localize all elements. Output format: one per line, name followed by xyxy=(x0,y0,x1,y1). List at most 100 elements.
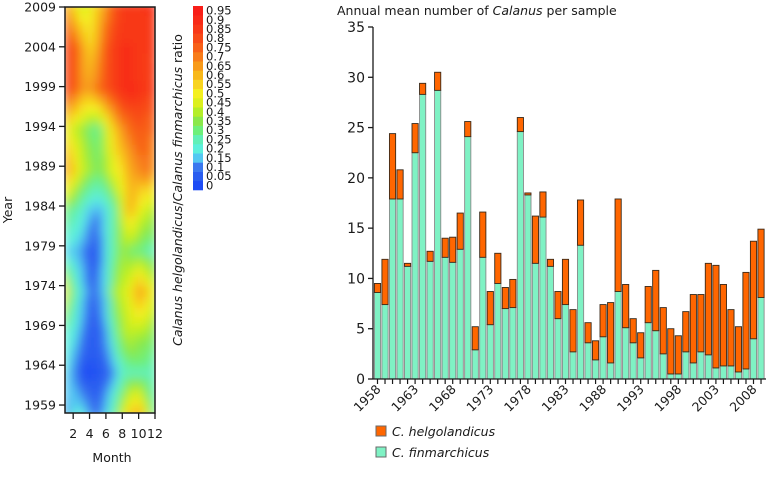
heatmap-cell xyxy=(65,316,67,328)
heatmap-cell xyxy=(127,184,131,196)
heatmap-cell xyxy=(111,123,114,135)
heatmap-cell xyxy=(86,347,90,358)
heatmap-cell xyxy=(117,144,120,155)
heatmap-cell xyxy=(76,397,79,409)
heatmap-cell xyxy=(135,255,139,267)
heatmap-cell xyxy=(135,123,139,135)
heatmap-cell xyxy=(82,72,86,84)
heatmap-cell xyxy=(94,275,98,287)
heatmap-cell xyxy=(147,387,151,399)
heatmap-cell xyxy=(76,113,79,125)
bar-finmarchicus xyxy=(697,351,705,380)
heatmap-cell xyxy=(143,336,147,348)
heatmap-cell xyxy=(135,174,139,186)
heatmap-cell xyxy=(123,93,126,105)
heatmap-cell xyxy=(66,113,69,125)
heatmap-cell xyxy=(86,255,90,267)
heatmap-cell xyxy=(80,184,83,196)
heatmap-cell xyxy=(115,123,118,135)
heatmap-cell xyxy=(139,103,143,115)
heatmap-cell xyxy=(94,22,98,33)
heatmap-cell xyxy=(74,387,77,399)
heatmap-cell xyxy=(115,204,118,216)
heatmap-cell xyxy=(127,154,131,165)
heatmap-cell xyxy=(111,42,114,54)
heatmap-cell xyxy=(135,184,139,196)
heatmap-cell xyxy=(86,174,90,186)
heatmap-cell xyxy=(131,204,135,216)
heatmap-cell xyxy=(106,204,110,216)
bar-finmarchicus xyxy=(501,308,509,380)
heatmap-cell xyxy=(141,225,145,236)
heatmap-cell xyxy=(68,113,71,125)
heatmap-cell xyxy=(113,407,116,413)
heatmap-cell xyxy=(111,357,114,368)
heatmap-cell xyxy=(76,255,79,267)
bar-helgolandicus xyxy=(719,284,727,367)
heatmap-cell xyxy=(115,154,118,165)
heatmap-cell xyxy=(106,336,110,348)
heatmap-cell xyxy=(88,32,92,44)
heatmap-cell xyxy=(135,154,139,165)
heatmap-cell xyxy=(108,326,112,338)
heatmap-cell xyxy=(78,347,81,358)
heatmap-cell xyxy=(151,184,155,196)
heatmap-cell xyxy=(139,22,143,33)
heatmap-cell xyxy=(72,255,75,267)
heatmap-cell xyxy=(88,235,92,247)
heatmap-y-axis: 1959196419691974197919841989199419992004… xyxy=(24,0,65,413)
bar-helgolandicus xyxy=(576,199,585,246)
heatmap-cell xyxy=(149,255,153,267)
heatmap-cell xyxy=(147,7,151,13)
heatmap-cell xyxy=(108,123,112,135)
heatmap-cell xyxy=(137,52,141,64)
heatmap-cell xyxy=(111,387,114,399)
heatmap-cell xyxy=(70,113,73,125)
heatmap-cell xyxy=(72,367,75,379)
heatmap-cell xyxy=(84,265,88,277)
bar-chart-x-tick-label: 1968 xyxy=(426,381,459,414)
heatmap-cell xyxy=(106,103,110,115)
heatmap-cell xyxy=(70,296,73,308)
heatmap-cell xyxy=(149,326,153,338)
colorbar-swatch xyxy=(193,33,203,44)
heatmap-cell xyxy=(133,7,137,13)
heatmap-cell xyxy=(90,22,94,33)
heatmap-cell xyxy=(90,194,94,206)
heatmap-cell xyxy=(139,215,143,226)
heatmap-cell xyxy=(66,52,69,64)
heatmap-cell xyxy=(108,397,112,409)
heatmap-cell xyxy=(88,326,92,338)
bar-finmarchicus xyxy=(712,367,720,380)
heatmap-cell xyxy=(76,296,79,308)
heatmap-cell xyxy=(106,245,110,257)
bar-finmarchicus xyxy=(464,136,472,380)
heatmap-cell xyxy=(113,22,116,33)
heatmap-cell xyxy=(139,7,143,13)
heatmap-cell xyxy=(100,296,104,308)
heatmap-cell xyxy=(123,255,126,267)
heatmap-cell xyxy=(143,62,147,74)
bar-finmarchicus xyxy=(486,324,494,380)
heatmap-cell xyxy=(74,367,77,379)
heatmap-cell xyxy=(66,286,69,297)
heatmap-cell xyxy=(96,52,100,64)
heatmap-cell xyxy=(137,336,141,348)
heatmap-cell xyxy=(88,255,92,267)
heatmap-cell xyxy=(123,184,126,196)
heatmap-cell xyxy=(80,164,83,176)
heatmap-cell xyxy=(88,225,92,236)
heatmap-cell xyxy=(113,93,116,105)
heatmap-cell xyxy=(125,113,128,125)
heatmap-cell xyxy=(106,184,110,196)
heatmap-cell xyxy=(149,103,153,115)
heatmap-cell xyxy=(86,275,90,287)
heatmap-cell xyxy=(127,255,131,267)
heatmap-cell xyxy=(94,225,98,236)
colorbar-swatch xyxy=(193,61,203,71)
heatmap-cell xyxy=(143,235,147,247)
heatmap-cell xyxy=(131,326,135,338)
heatmap-cell xyxy=(78,407,81,413)
heatmap-cell xyxy=(65,397,67,409)
heatmap-cell xyxy=(66,32,69,44)
